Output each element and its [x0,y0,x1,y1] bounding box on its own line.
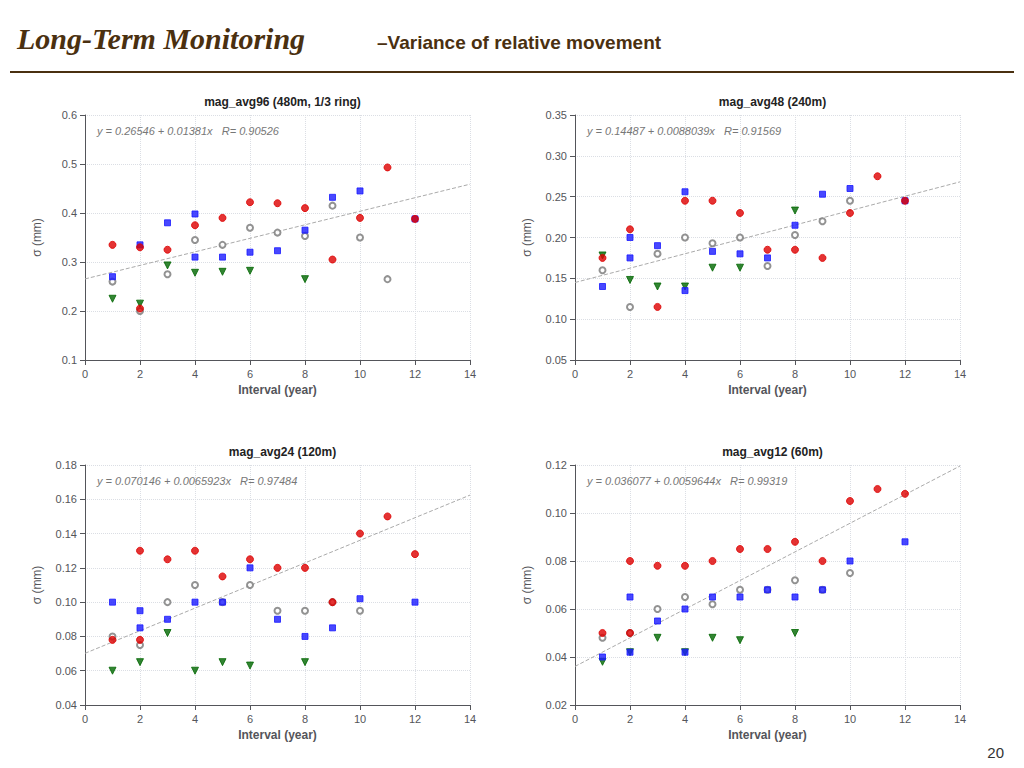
svg-text:0.10: 0.10 [546,507,567,519]
svg-text:mag_avg12 (60m): mag_avg12 (60m) [722,445,823,459]
svg-text:0.04: 0.04 [56,699,77,711]
svg-text:0.5: 0.5 [62,158,77,170]
svg-text:0: 0 [572,713,578,725]
svg-text:Interval (year): Interval (year) [238,383,317,397]
svg-text:4: 4 [682,368,688,380]
svg-text:0.3: 0.3 [62,256,77,268]
svg-text:0.1: 0.1 [62,354,77,366]
svg-text:0: 0 [82,368,88,380]
svg-text:10: 10 [844,713,856,725]
svg-text:0.15: 0.15 [546,272,567,284]
svg-text:6: 6 [737,368,743,380]
svg-text:0.08: 0.08 [546,555,567,567]
svg-text:σ (mm): σ (mm) [30,218,44,257]
svg-text:10: 10 [354,713,366,725]
svg-text:0.04: 0.04 [546,651,567,663]
svg-text:0.10: 0.10 [56,596,77,608]
svg-text:0.06: 0.06 [56,665,77,677]
svg-text:2: 2 [627,368,633,380]
svg-text:6: 6 [737,713,743,725]
svg-text:y = 0.036077 + 0.0059644x R=: y = 0.036077 + 0.0059644x R= 0.99319 [586,475,787,487]
svg-text:4: 4 [192,368,198,380]
svg-text:8: 8 [302,368,308,380]
svg-text:0.2: 0.2 [62,305,77,317]
svg-text:0.25: 0.25 [546,191,567,203]
svg-text:0.35: 0.35 [546,109,567,121]
svg-text:0: 0 [82,713,88,725]
svg-text:0.08: 0.08 [56,630,77,642]
svg-text:0: 0 [572,368,578,380]
svg-text:8: 8 [792,713,798,725]
svg-text:Interval (year): Interval (year) [728,383,807,397]
svg-text:12: 12 [409,713,421,725]
svg-text:10: 10 [844,368,856,380]
svg-text:Long-Term Monitoring: Long-Term Monitoring [16,22,305,55]
svg-text:0.30: 0.30 [546,150,567,162]
svg-text:12: 12 [409,368,421,380]
svg-text:0.14: 0.14 [56,528,77,540]
svg-text:10: 10 [354,368,366,380]
svg-text:mag_avg24 (120m): mag_avg24 (120m) [229,445,336,459]
svg-text:y = 0.14487 + 0.0088039x R=: y = 0.14487 + 0.0088039x R= 0.91569 [586,125,781,137]
svg-text:0.06: 0.06 [546,603,567,615]
svg-text:y = 0.070146 + 0.0065923x R=: y = 0.070146 + 0.0065923x R= 0.97484 [96,475,297,487]
svg-text:12: 12 [899,713,911,725]
svg-text:2: 2 [137,713,143,725]
svg-text:0.12: 0.12 [56,562,77,574]
svg-text:mag_avg48 (240m): mag_avg48 (240m) [719,95,826,109]
svg-text:0.10: 0.10 [546,313,567,325]
svg-text:4: 4 [192,713,198,725]
svg-text:6: 6 [247,368,253,380]
svg-text:–Variance of relative movement: –Variance of relative movement [377,32,662,53]
svg-text:0.6: 0.6 [62,109,77,121]
svg-text:0.4: 0.4 [62,207,77,219]
svg-text:14: 14 [464,368,476,380]
svg-text:y = 0.26546 + 0.01381x R= 0.: y = 0.26546 + 0.01381x R= 0.90526 [96,125,280,137]
svg-text:2: 2 [137,368,143,380]
svg-text:0.20: 0.20 [546,232,567,244]
svg-text:mag_avg96 (480m, 1/3 ring): mag_avg96 (480m, 1/3 ring) [204,95,361,109]
svg-text:0.05: 0.05 [546,354,567,366]
svg-text:0.02: 0.02 [546,699,567,711]
svg-text:Interval (year): Interval (year) [728,728,807,742]
svg-text:Interval (year): Interval (year) [238,728,317,742]
svg-text:0.16: 0.16 [56,493,77,505]
svg-text:0.12: 0.12 [546,459,567,471]
svg-text:2: 2 [627,713,633,725]
svg-text:12: 12 [899,368,911,380]
svg-text:σ (mm): σ (mm) [30,566,44,605]
svg-text:8: 8 [792,368,798,380]
svg-text:σ (mm): σ (mm) [520,218,534,257]
svg-text:14: 14 [464,713,476,725]
svg-text:6: 6 [247,713,253,725]
svg-text:14: 14 [954,368,966,380]
svg-text:σ (mm): σ (mm) [520,566,534,605]
svg-text:4: 4 [682,713,688,725]
svg-text:20: 20 [987,744,1004,761]
svg-text:0.18: 0.18 [56,459,77,471]
svg-text:14: 14 [954,713,966,725]
svg-text:8: 8 [302,713,308,725]
